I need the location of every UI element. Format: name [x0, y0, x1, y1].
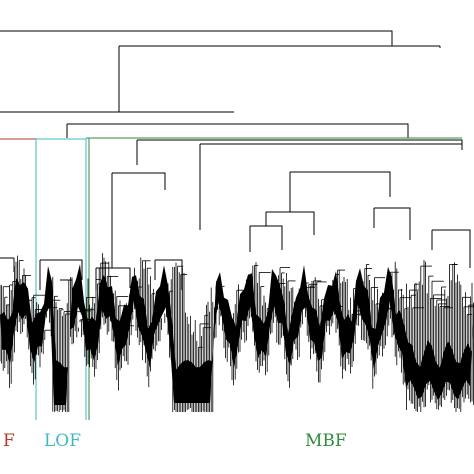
mbf-branch-c [250, 225, 283, 250]
leaf-dense-band [0, 264, 474, 405]
group-boundaries [0, 137, 462, 420]
dendrogram-upper-branches [0, 30, 471, 300]
lof-branch-a [112, 172, 166, 190]
group-label-left: F [3, 431, 15, 451]
dendrogram-leaf-mass [0, 253, 474, 412]
mbf-branch-a [290, 171, 391, 197]
lof-branch-c [96, 267, 131, 288]
mbf-branch-d [374, 207, 411, 240]
group-label-middle: LOF [44, 431, 81, 451]
root-branch [0, 30, 393, 46]
lof-branch-d [40, 259, 83, 280]
mbf-branch-b [266, 211, 315, 235]
branch-level-5 [137, 139, 463, 150]
group-label-right: MBF [305, 431, 347, 451]
branch-level-4 [67, 123, 409, 138]
mbf-branch-e [432, 229, 471, 268]
